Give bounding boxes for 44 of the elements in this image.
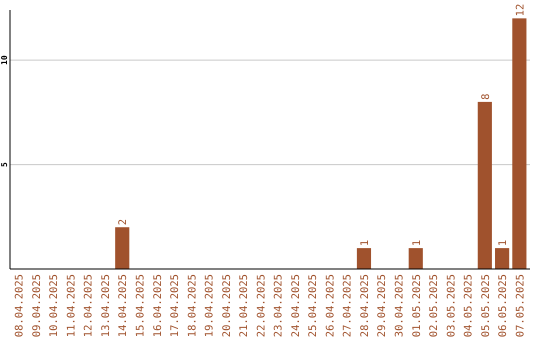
data-label: 1 [497, 240, 510, 246]
x-tick-label: 24.04.2025 [290, 274, 302, 338]
data-label: 1 [358, 240, 371, 246]
x-tick-label: 25.04.2025 [307, 274, 320, 338]
x-tick-label: 02.05.2025 [428, 274, 440, 338]
x-tick-label: 19.04.2025 [204, 274, 216, 338]
x-tick-label: 10.04.2025 [48, 274, 60, 338]
x-tick-label: 21.04.2025 [238, 274, 250, 338]
x-tick-label: 13.04.2025 [100, 274, 112, 338]
x-tick-label: 14.04.2025 [117, 274, 130, 338]
x-tick-label: 16.04.2025 [152, 274, 164, 338]
y-tick-label: 10 [0, 55, 9, 65]
x-tick-label: 06.05.2025 [497, 274, 510, 338]
x-tick-label: 22.04.2025 [255, 274, 268, 338]
x-tick-label: 01.05.2025 [410, 274, 423, 338]
data-label: 8 [480, 94, 492, 100]
x-tick-label: 12.04.2025 [82, 274, 95, 338]
y-tick-label: 5 [0, 162, 9, 167]
x-tick-label: 29.04.2025 [376, 274, 388, 338]
data-label: 12 [514, 4, 526, 16]
x-tick-label: 18.04.2025 [186, 274, 198, 338]
x-tick-label: 05.05.2025 [480, 274, 492, 338]
bar [356, 248, 372, 269]
x-tick-label: 30.04.2025 [394, 274, 406, 338]
bar [478, 102, 492, 269]
x-tick-label: 04.05.2025 [462, 274, 475, 338]
x-tick-label: 26.04.2025 [324, 274, 336, 338]
x-tick-label: 09.04.2025 [30, 274, 43, 338]
x-tick-label: 15.04.2025 [134, 274, 146, 338]
data-label: 1 [410, 240, 423, 246]
x-tick-label: 20.04.2025 [220, 274, 233, 338]
x-tick-label: 17.04.2025 [169, 274, 182, 338]
bar [512, 18, 526, 269]
x-tick-label: 28.04.2025 [358, 274, 371, 338]
x-tick-label: 11.04.2025 [65, 274, 78, 338]
data-label: 2 [117, 218, 130, 226]
bar [408, 248, 423, 269]
x-tick-label: 27.04.2025 [342, 274, 354, 338]
x-tick-label: 08.04.2025 [14, 274, 26, 338]
bar [495, 248, 510, 269]
bar [115, 227, 130, 269]
x-tick-label: 23.04.2025 [272, 274, 285, 338]
x-tick-label: 07.05.2025 [514, 274, 526, 338]
x-tick-label: 03.05.2025 [445, 274, 458, 338]
